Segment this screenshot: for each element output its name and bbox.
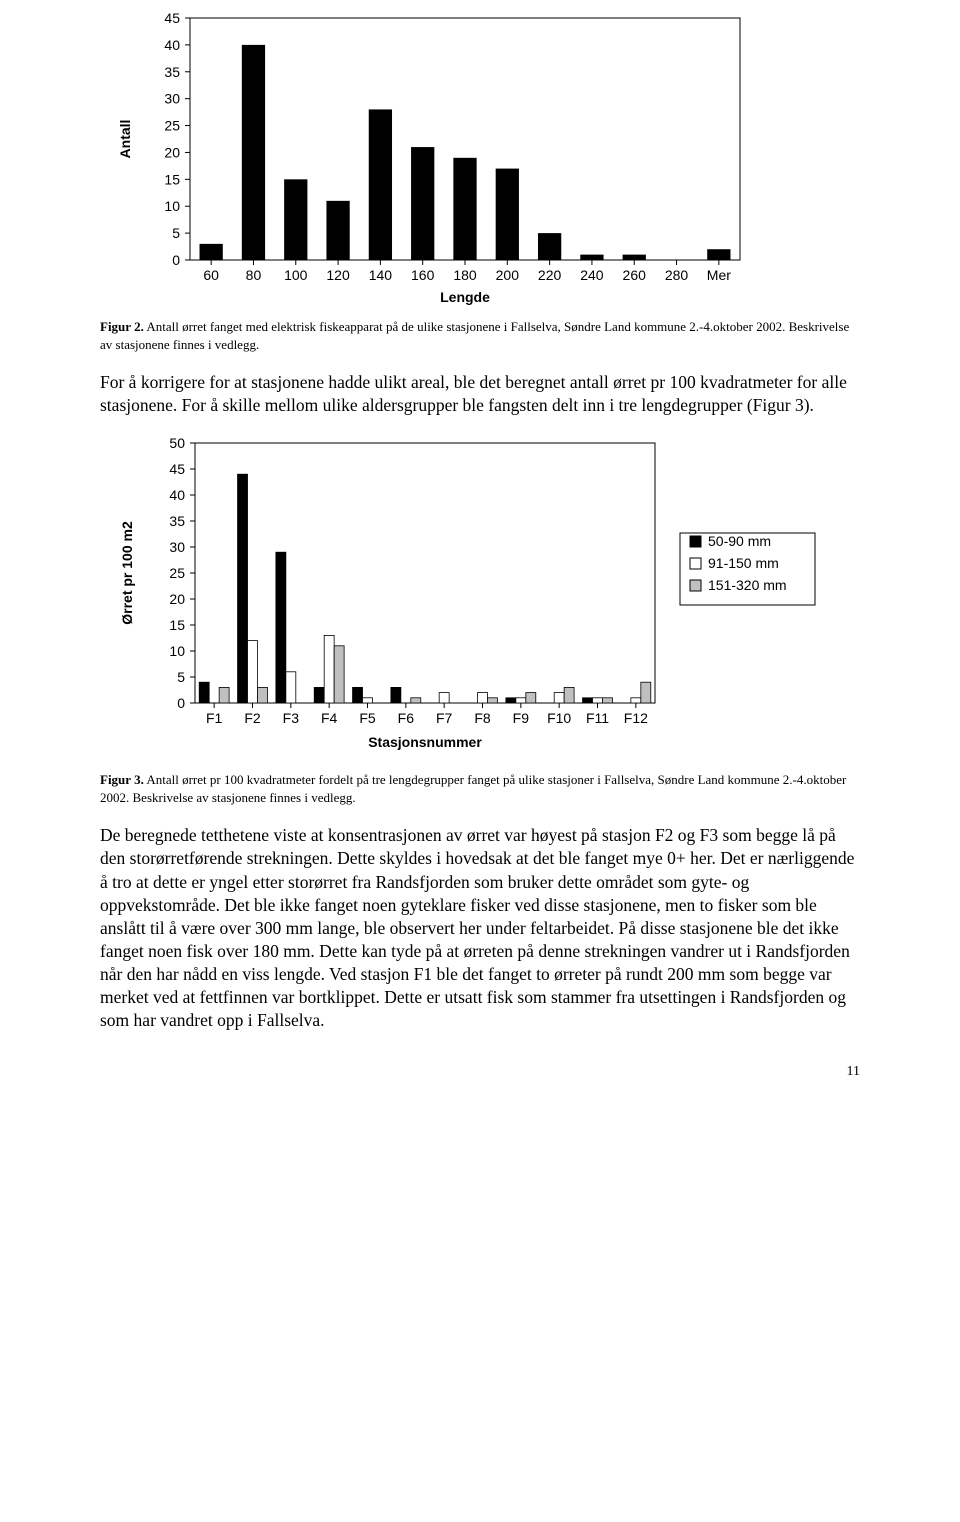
- figure-3-caption: Figur 3. Antall ørret pr 100 kvadratmete…: [100, 771, 860, 806]
- svg-text:280: 280: [665, 267, 689, 283]
- svg-text:200: 200: [496, 267, 520, 283]
- svg-text:F7: F7: [436, 710, 453, 726]
- svg-text:F4: F4: [321, 710, 338, 726]
- svg-text:100: 100: [284, 267, 308, 283]
- svg-text:Mer: Mer: [707, 267, 731, 283]
- svg-text:25: 25: [164, 118, 180, 134]
- svg-text:20: 20: [164, 144, 180, 160]
- figure-3-chart: 0 5 10 15 20 25 30 35 40 45 50 F1 F2 F3 F4 F5 F6 F7 F8 F9 F1…: [100, 433, 860, 763]
- svg-text:240: 240: [580, 267, 604, 283]
- svg-text:140: 140: [369, 267, 393, 283]
- svg-text:F10: F10: [547, 710, 571, 726]
- svg-text:Ørret pr 100 m2: Ørret pr 100 m2: [119, 521, 135, 625]
- svg-text:Antall: Antall: [117, 120, 133, 159]
- svg-text:F11: F11: [586, 710, 609, 726]
- svg-text:F8: F8: [474, 710, 491, 726]
- svg-text:F1: F1: [206, 710, 223, 726]
- page-number: 11: [100, 1064, 860, 1080]
- svg-text:260: 260: [623, 267, 647, 283]
- figure-2-caption-text: Antall ørret fanget med elektrisk fiskea…: [100, 319, 849, 352]
- svg-text:Lengde: Lengde: [440, 289, 490, 305]
- paragraph-1: For å korrigere for at stasjonene hadde …: [100, 371, 860, 417]
- figure-3-caption-label: Figur 3.: [100, 772, 144, 787]
- svg-text:20: 20: [169, 591, 185, 607]
- svg-text:15: 15: [164, 171, 180, 187]
- svg-text:60: 60: [203, 267, 219, 283]
- figure-2-caption: Figur 2. Antall ørret fanget med elektri…: [100, 318, 860, 353]
- figure-2-chart: 0 5 10 15 20 25 30 35 40 45 60 80 100 120 140 160 180 200…: [100, 10, 860, 310]
- svg-text:45: 45: [164, 10, 180, 26]
- svg-text:160: 160: [411, 267, 435, 283]
- svg-text:Stasjonsnummer: Stasjonsnummer: [368, 734, 482, 750]
- svg-text:F5: F5: [359, 710, 376, 726]
- svg-text:50: 50: [169, 435, 185, 451]
- svg-text:15: 15: [169, 617, 185, 633]
- svg-text:F2: F2: [244, 710, 261, 726]
- svg-text:35: 35: [169, 513, 185, 529]
- svg-text:5: 5: [172, 225, 180, 241]
- figure-2-caption-label: Figur 2.: [100, 319, 144, 334]
- svg-text:50-90 mm: 50-90 mm: [708, 533, 771, 549]
- svg-text:120: 120: [326, 267, 350, 283]
- svg-text:80: 80: [246, 267, 262, 283]
- svg-text:F6: F6: [398, 710, 415, 726]
- svg-text:180: 180: [453, 267, 477, 283]
- svg-text:10: 10: [169, 643, 185, 659]
- svg-text:40: 40: [169, 487, 185, 503]
- svg-text:35: 35: [164, 64, 180, 80]
- svg-text:40: 40: [164, 37, 180, 53]
- svg-text:F9: F9: [513, 710, 530, 726]
- svg-text:0: 0: [172, 252, 180, 268]
- svg-text:151-320 mm: 151-320 mm: [708, 577, 787, 593]
- svg-text:30: 30: [164, 91, 180, 107]
- svg-text:10: 10: [164, 198, 180, 214]
- svg-text:5: 5: [177, 669, 185, 685]
- svg-text:91-150 mm: 91-150 mm: [708, 555, 779, 571]
- svg-text:F12: F12: [624, 710, 648, 726]
- svg-text:220: 220: [538, 267, 562, 283]
- paragraph-2: De beregnede tetthetene viste at konsent…: [100, 824, 860, 1032]
- svg-text:25: 25: [169, 565, 185, 581]
- svg-text:F3: F3: [283, 710, 300, 726]
- svg-text:0: 0: [177, 695, 185, 711]
- svg-text:30: 30: [169, 539, 185, 555]
- svg-text:45: 45: [169, 461, 185, 477]
- figure-3-caption-text: Antall ørret pr 100 kvadratmeter fordelt…: [100, 772, 846, 805]
